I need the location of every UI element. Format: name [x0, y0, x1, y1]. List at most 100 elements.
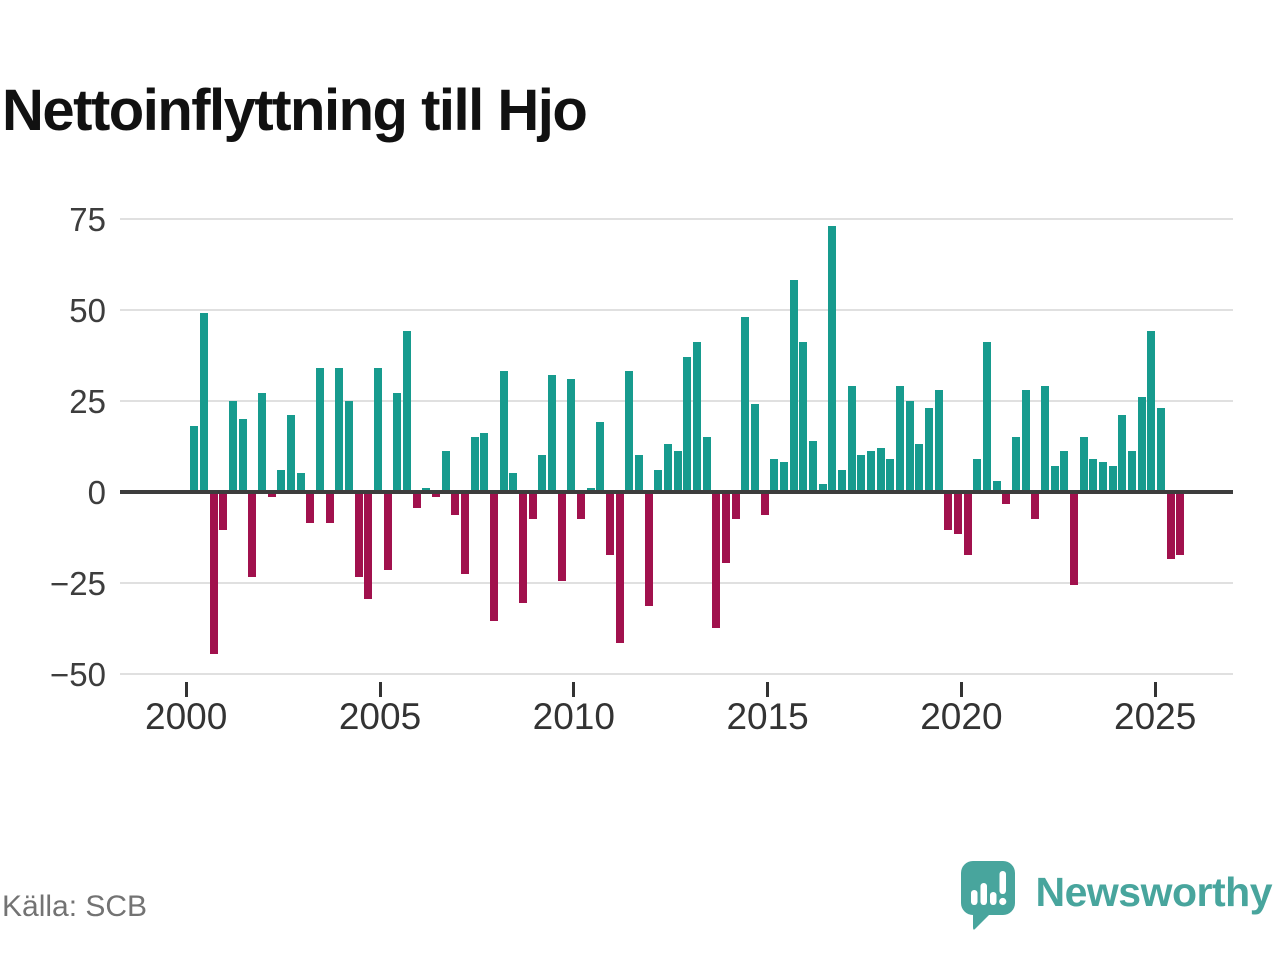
bar	[335, 367, 344, 494]
bar	[808, 440, 817, 494]
grid-line	[120, 399, 1233, 402]
bar	[857, 455, 866, 494]
bar	[799, 342, 808, 494]
y-axis-tick-label: 0	[87, 473, 106, 511]
bar	[451, 491, 460, 516]
bar	[731, 491, 740, 519]
x-axis-tick-label: 2015	[726, 696, 809, 737]
x-axis-tick	[378, 682, 382, 697]
bar	[557, 491, 566, 581]
bar	[915, 444, 924, 494]
bar	[480, 433, 489, 494]
bar	[982, 342, 991, 494]
bar	[615, 491, 624, 643]
bar	[721, 491, 730, 563]
bar	[886, 458, 895, 494]
bar	[1011, 436, 1020, 494]
bar	[1108, 466, 1117, 494]
x-axis-tick	[959, 682, 963, 697]
x-axis-tick-label: 2005	[338, 696, 422, 737]
bar	[296, 473, 305, 494]
bar	[364, 491, 373, 600]
bar	[847, 385, 856, 494]
bar	[1069, 491, 1078, 585]
bar	[1118, 415, 1127, 494]
grid-line	[120, 308, 1233, 311]
bar	[470, 436, 479, 494]
bar	[393, 393, 402, 494]
bar	[518, 491, 527, 603]
bar	[538, 455, 547, 494]
bar	[1002, 491, 1011, 505]
bar	[770, 458, 779, 494]
bar	[654, 469, 663, 494]
bar	[644, 491, 653, 607]
bar	[866, 451, 875, 494]
bar	[199, 313, 208, 494]
bar	[1089, 458, 1098, 494]
bar	[1127, 451, 1136, 494]
bar	[828, 225, 837, 494]
bar	[567, 378, 576, 494]
bar	[267, 491, 276, 498]
grid-line	[120, 217, 1233, 220]
x-axis-tick-label: 2020	[920, 696, 1003, 737]
bar	[460, 491, 469, 574]
zero-axis-line	[120, 489, 1233, 494]
bar	[277, 469, 286, 494]
page-title: Nettoinflyttning till Hjo	[2, 77, 588, 143]
bar	[499, 371, 508, 494]
bar	[683, 356, 692, 494]
bar	[547, 375, 556, 494]
bar	[605, 491, 614, 556]
bar	[1079, 436, 1088, 494]
y-axis-tick-label: 50	[69, 291, 106, 329]
bar	[1021, 389, 1030, 494]
y-axis-tick-label: −50	[50, 655, 106, 693]
x-axis-tick-label: 2010	[532, 696, 615, 737]
source-note: Källa: SCB	[2, 890, 148, 923]
bar	[634, 455, 643, 494]
bar	[692, 342, 701, 494]
bar	[934, 389, 943, 494]
grid-line	[120, 581, 1233, 584]
bar	[1040, 385, 1049, 494]
y-axis-tick-label: 75	[69, 200, 106, 238]
bar	[219, 491, 228, 530]
bar	[286, 415, 295, 494]
y-axis-tick-label: −25	[50, 564, 106, 602]
x-axis-tick	[572, 682, 576, 697]
bar	[712, 491, 721, 629]
bar	[741, 316, 750, 494]
bar	[924, 407, 933, 494]
newsworthy-wordmark: Newsworthy	[1035, 868, 1273, 915]
newsworthy-branding: Newsworthy	[960, 860, 1273, 930]
bar	[1060, 451, 1069, 494]
bar	[673, 451, 682, 494]
bar	[663, 444, 672, 494]
bar	[992, 480, 1001, 494]
bar	[1050, 466, 1059, 494]
bar	[344, 400, 353, 494]
bar	[625, 371, 634, 494]
bar	[431, 491, 440, 498]
bar	[402, 331, 411, 494]
bar	[489, 491, 498, 621]
bar	[760, 491, 769, 516]
bar	[789, 280, 798, 494]
bar	[190, 425, 199, 494]
x-axis-tick	[766, 682, 770, 697]
bar	[876, 447, 885, 494]
bar	[1031, 491, 1040, 519]
x-axis-tick-label: 2000	[145, 696, 228, 737]
bar	[238, 418, 247, 494]
bar	[228, 400, 237, 494]
bar	[412, 491, 421, 509]
bar	[779, 462, 788, 494]
grid-line	[120, 672, 1233, 675]
bar	[702, 436, 711, 494]
bar	[383, 491, 392, 570]
bar	[750, 404, 759, 494]
x-axis-tick	[1153, 682, 1157, 697]
